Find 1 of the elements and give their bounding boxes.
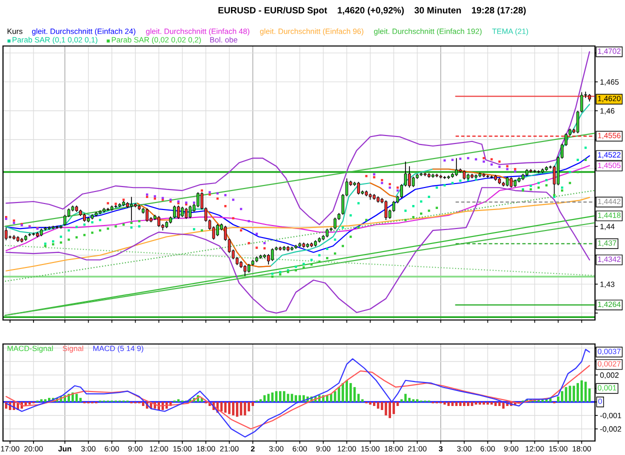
chart-title: EURUSD - EUR/USD Spot 1,4620 (+0,92%) 30 Minuten 19:28 (17:28) bbox=[218, 6, 526, 16]
